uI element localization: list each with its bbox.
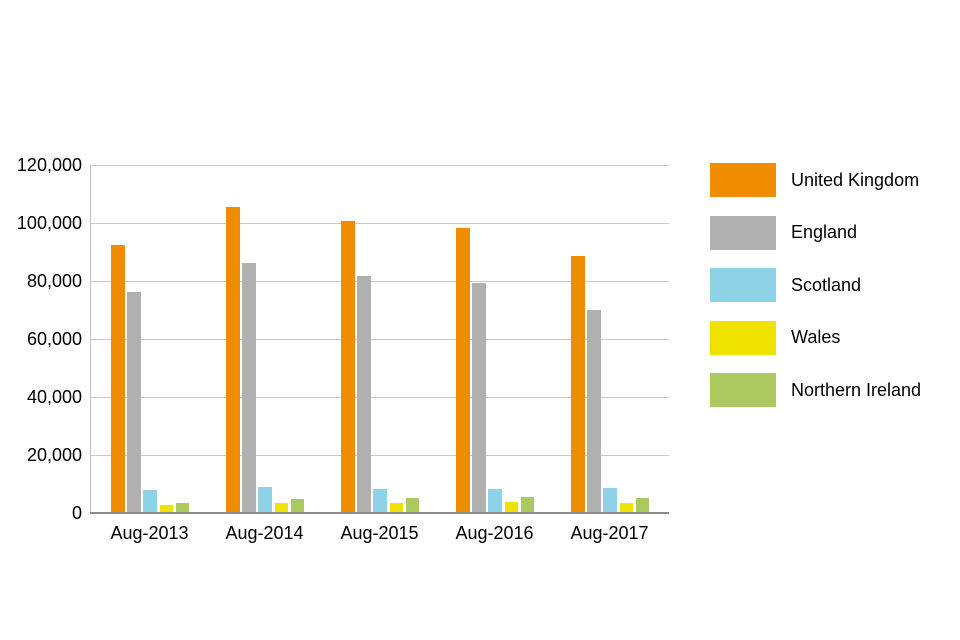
gridline-100,000 (91, 222, 669, 224)
legend-item-united-kingdom: United Kingdom (710, 163, 921, 197)
bar-group-aug-2014 (226, 165, 305, 513)
x-axis-line (90, 512, 669, 514)
bar-scotland (603, 488, 617, 513)
gridline-60,000 (91, 338, 669, 340)
bar-scotland (143, 490, 157, 513)
legend-label: United Kingdom (791, 169, 920, 190)
bar-united-kingdom (226, 207, 240, 513)
bar-wales (389, 503, 404, 513)
legend: United Kingdom England Scotland Wales Northe… (710, 163, 921, 426)
bar-northern-ireland (290, 498, 305, 513)
y-axis-tick-label: 100,000 (16, 213, 82, 233)
gridline-120,000 (91, 165, 669, 166)
bar-england (472, 282, 486, 513)
bar-group-aug-2013 (111, 165, 190, 513)
gridline-40,000 (91, 396, 669, 398)
y-axis-tick-label: 60,000 (26, 329, 82, 349)
bar-wales (274, 503, 289, 513)
bar-group-aug-2016 (456, 165, 535, 513)
plot-area (90, 165, 669, 513)
legend-swatch-united-kingdom (710, 163, 776, 197)
bar-england (127, 292, 141, 513)
bar-northern-ireland (405, 497, 420, 513)
bar-wales (159, 504, 174, 513)
x-axis-label: Aug-2017 (570, 523, 649, 543)
bar-wales (619, 503, 634, 513)
bar-england (357, 275, 371, 513)
bar-united-kingdom (111, 244, 125, 513)
bar-group-aug-2015 (341, 165, 420, 513)
y-axis-tick-label: 0 (71, 503, 82, 523)
y-axis-tick-label: 80,000 (26, 271, 82, 291)
bar-united-kingdom (456, 227, 470, 513)
bar-wales (504, 502, 519, 513)
bar-northern-ireland (175, 502, 190, 513)
bar-northern-ireland (635, 497, 650, 513)
legend-swatch-scotland (710, 268, 776, 302)
bar-england (587, 310, 601, 513)
legend-item-england: England (710, 215, 921, 250)
bar-united-kingdom (341, 221, 355, 513)
bar-group-aug-2017 (571, 165, 650, 513)
bar-northern-ireland (520, 497, 535, 513)
bar-england (242, 263, 256, 513)
legend-item-scotland: Scotland (710, 268, 921, 302)
legend-swatch-wales (710, 320, 776, 355)
legend-item-wales: Wales (710, 320, 921, 355)
x-axis-label: Aug-2014 (225, 523, 304, 543)
bar-united-kingdom (571, 256, 585, 513)
y-axis-tick-label: 120,000 (16, 155, 82, 175)
legend-label: England (791, 222, 858, 242)
x-axis-label: Aug-2013 (110, 523, 189, 543)
legend-label: Northern Ireland (791, 379, 922, 400)
bar-scotland (373, 489, 387, 513)
legend-label: Scotland (791, 274, 862, 295)
gridline-80,000 (91, 280, 669, 282)
x-axis-label: Aug-2016 (455, 523, 534, 543)
legend-label: Wales (791, 327, 841, 347)
legend-swatch-northern-ireland (710, 373, 776, 407)
x-axis-label: Aug-2015 (340, 523, 419, 543)
legend-swatch-england (710, 215, 776, 250)
legend-item-northern-ireland: Northern Ireland (710, 373, 921, 407)
y-axis-tick-label: 40,000 (26, 387, 82, 407)
bar-scotland (488, 489, 502, 513)
bar-scotland (258, 487, 272, 513)
y-axis-tick-label: 20,000 (26, 445, 82, 465)
gridline-20,000 (91, 454, 669, 456)
